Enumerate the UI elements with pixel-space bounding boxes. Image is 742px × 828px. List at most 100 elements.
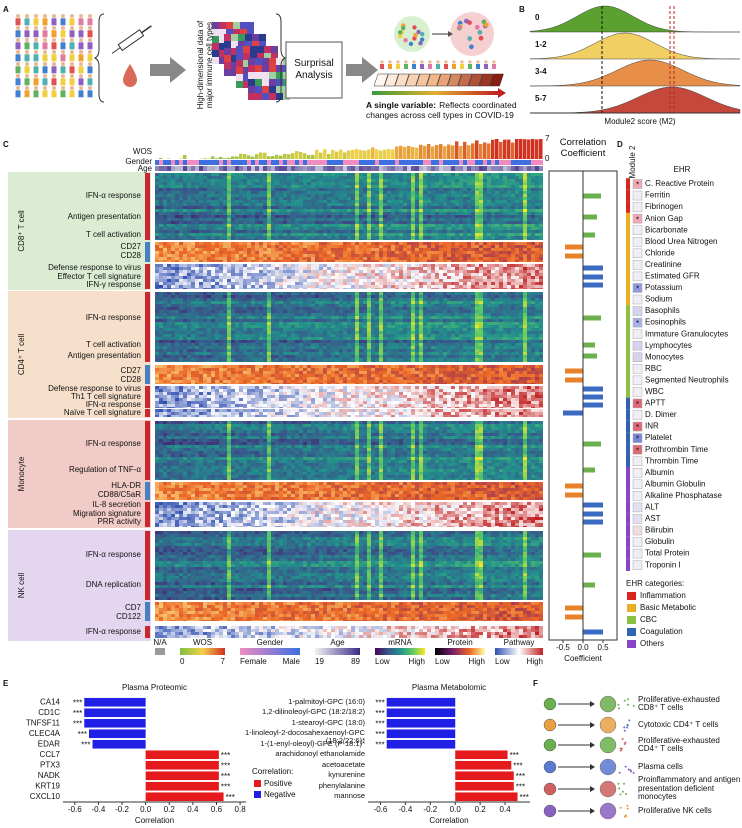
heatmap-cell [171, 191, 175, 194]
heatmap-cell [403, 173, 407, 176]
heatmap-icon-cell [276, 93, 283, 100]
heatmap-cell [407, 251, 411, 254]
heatmap-cell [379, 233, 383, 236]
heatmap-cell [411, 292, 415, 295]
heatmap-cell [423, 230, 427, 233]
heatmap-cell [359, 200, 363, 203]
heatmap-cell [387, 230, 391, 233]
heatmap-cell [335, 182, 339, 185]
heatmap-cell [451, 212, 455, 215]
heatmap-cell [487, 295, 491, 298]
person-icon [61, 50, 65, 54]
gradient-block [436, 73, 452, 87]
heatmap-cell [171, 227, 175, 230]
heatmap-cell [223, 273, 227, 276]
heatmap-cell [523, 251, 527, 254]
heatmap-cell [247, 191, 251, 194]
heatmap-cell [407, 260, 411, 262]
heatmap-cell [203, 173, 207, 176]
heatmap-cell [519, 227, 523, 230]
heatmap-cell [531, 242, 535, 245]
heatmap-cell [307, 173, 311, 176]
heatmap-cell [207, 248, 211, 251]
heatmap-cell [335, 276, 339, 279]
heatmap-cell [295, 185, 299, 188]
heatmap-cell [175, 298, 179, 301]
heatmap-cell [503, 176, 507, 179]
heatmap-cell [363, 282, 367, 285]
heatmap-cell [503, 270, 507, 273]
heatmap-cell [227, 245, 231, 248]
heatmap-cell [231, 224, 235, 227]
heatmap-cell [319, 292, 323, 295]
heatmap-cell [399, 288, 403, 289]
heatmap-cell [423, 179, 427, 182]
heatmap-cell [427, 182, 431, 185]
heatmap-cell [343, 288, 347, 289]
heatmap-cell [367, 176, 371, 179]
heatmap-icon-cell [248, 58, 255, 65]
heatmap-cell [215, 248, 219, 251]
person-icon [428, 60, 432, 64]
heatmap-cell [187, 304, 191, 307]
heatmap-cell [287, 257, 291, 260]
heatmap-cell [483, 194, 487, 197]
heatmap-cell [539, 209, 543, 212]
heatmap-cell [347, 179, 351, 182]
heatmap-cell [507, 260, 511, 262]
heatmap-cell [287, 242, 291, 245]
heatmap-cell [235, 197, 239, 200]
person-icon [52, 38, 56, 42]
heatmap-cell [251, 200, 255, 203]
heatmap-icon-cell [247, 22, 254, 29]
heatmap-cell [171, 310, 175, 313]
heatmap-cell [347, 260, 351, 262]
heatmap-cell [511, 182, 515, 185]
heatmap-cell [279, 288, 283, 289]
heatmap-cell [503, 233, 507, 236]
person-icon [69, 18, 75, 26]
heatmap-cell [447, 301, 451, 304]
heatmap-cell [375, 273, 379, 276]
heatmap-cell [187, 209, 191, 212]
heatmap-cell [359, 260, 363, 262]
heatmap-cell [335, 282, 339, 285]
heatmap-cell [411, 209, 415, 212]
heatmap-cell [307, 200, 311, 203]
heatmap-cell [427, 285, 431, 288]
heatmap-cell [455, 285, 459, 288]
heatmap-cell [503, 292, 507, 295]
heatmap-cell [255, 212, 259, 215]
heatmap-cell [475, 248, 479, 251]
heatmap-icon-cell [255, 93, 262, 100]
heatmap-cell [511, 227, 515, 230]
heatmap-cell [179, 298, 183, 301]
heatmap-cell [507, 288, 511, 289]
heatmap-cell [175, 273, 179, 276]
heatmap-icon-cell [262, 93, 269, 100]
heatmap-cell [459, 245, 463, 248]
heatmap-cell [355, 203, 359, 206]
heatmap-cell [483, 227, 487, 230]
heatmap-cell [463, 224, 467, 227]
heatmap-cell [535, 267, 539, 270]
heatmap-cell [527, 212, 531, 215]
heatmap-cell [531, 264, 535, 267]
person-icon [52, 74, 56, 78]
heatmap-cell [327, 292, 331, 295]
heatmap-cell [431, 264, 435, 267]
heatmap-cell [275, 209, 279, 212]
heatmap-cell [299, 285, 303, 288]
heatmap-cell [179, 227, 183, 230]
heatmap-cell [155, 179, 159, 182]
heatmap-cell [207, 224, 211, 227]
heatmap-cell [307, 276, 311, 279]
heatmap-cell [503, 264, 507, 267]
heatmap-cell [515, 279, 519, 282]
heatmap-cell [211, 248, 215, 251]
heatmap-cell [255, 185, 259, 188]
heatmap-cell [439, 264, 443, 267]
heatmap-cell [527, 194, 531, 197]
heatmap-cell [535, 224, 539, 227]
heatmap-cell [311, 197, 315, 200]
